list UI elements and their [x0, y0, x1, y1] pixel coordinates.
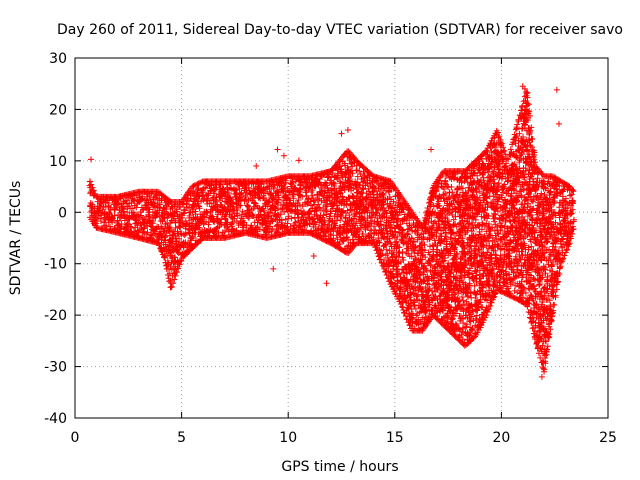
data-point [176, 235, 183, 242]
data-point [90, 187, 97, 194]
data-point [172, 272, 179, 279]
data-point [191, 182, 198, 189]
data-point [166, 197, 173, 204]
data-point [130, 209, 137, 216]
data-point [87, 190, 94, 197]
data-point [186, 212, 193, 219]
data-point [291, 214, 298, 221]
data-point [88, 181, 95, 188]
data-point [158, 232, 165, 239]
data-point [156, 242, 163, 249]
data-point [160, 204, 167, 211]
data-point [180, 206, 187, 213]
data-point [463, 323, 470, 330]
data-point [86, 178, 93, 185]
data-point [182, 225, 189, 232]
data-point [158, 197, 165, 204]
data-point [124, 209, 131, 216]
data-point [193, 181, 200, 188]
data-point [479, 304, 486, 311]
data-point [399, 248, 406, 255]
data-point [475, 178, 482, 185]
data-point [118, 224, 125, 231]
data-point [460, 297, 467, 304]
data-point [448, 183, 455, 190]
data-point [190, 182, 197, 189]
data-point [459, 294, 466, 301]
data-point [106, 209, 113, 216]
data-point [164, 257, 171, 264]
data-point [189, 209, 196, 216]
data-point [175, 223, 182, 230]
data-point [399, 303, 406, 310]
data-point [467, 318, 474, 325]
data-point [156, 201, 163, 208]
data-point [133, 204, 140, 211]
data-point [138, 212, 145, 219]
data-point [144, 229, 151, 236]
data-points [86, 83, 578, 380]
data-point [165, 226, 172, 233]
data-point [176, 261, 183, 268]
data-point [175, 265, 182, 272]
data-point [132, 216, 139, 223]
data-point [158, 223, 165, 230]
data-point [141, 221, 148, 228]
data-point [120, 205, 127, 212]
data-point [194, 181, 201, 188]
data-point [89, 184, 96, 191]
data-point [372, 226, 379, 233]
data-point [182, 218, 189, 225]
data-point [124, 220, 131, 227]
data-point [171, 276, 178, 283]
data-point [170, 280, 177, 287]
data-point [89, 201, 96, 208]
data-point [91, 210, 98, 217]
data-point [147, 231, 154, 238]
data-point [125, 215, 132, 222]
data-point [173, 269, 180, 276]
data-point [196, 205, 203, 212]
data-point [425, 281, 432, 288]
data-point [138, 196, 145, 203]
data-point [386, 189, 393, 196]
data-point [127, 223, 134, 230]
data-point [92, 190, 99, 197]
data-point [146, 211, 153, 218]
data-point [166, 224, 173, 231]
data-point [156, 241, 163, 248]
data-point [114, 218, 121, 225]
data-point [139, 195, 146, 202]
chart-title: Day 260 of 2011, Sidereal Day-to-day VTE… [57, 22, 623, 38]
data-point [181, 232, 188, 239]
data-point [189, 183, 196, 190]
data-point [195, 180, 202, 187]
data-point [148, 223, 155, 230]
data-point [135, 213, 142, 220]
data-point [168, 283, 175, 290]
data-point [111, 212, 118, 219]
data-point [196, 224, 203, 231]
data-point [171, 254, 178, 261]
data-point [152, 213, 159, 220]
data-point [177, 258, 184, 265]
data-point [105, 200, 112, 207]
data-point [146, 206, 153, 213]
data-point [445, 218, 452, 225]
data-point [168, 252, 175, 259]
